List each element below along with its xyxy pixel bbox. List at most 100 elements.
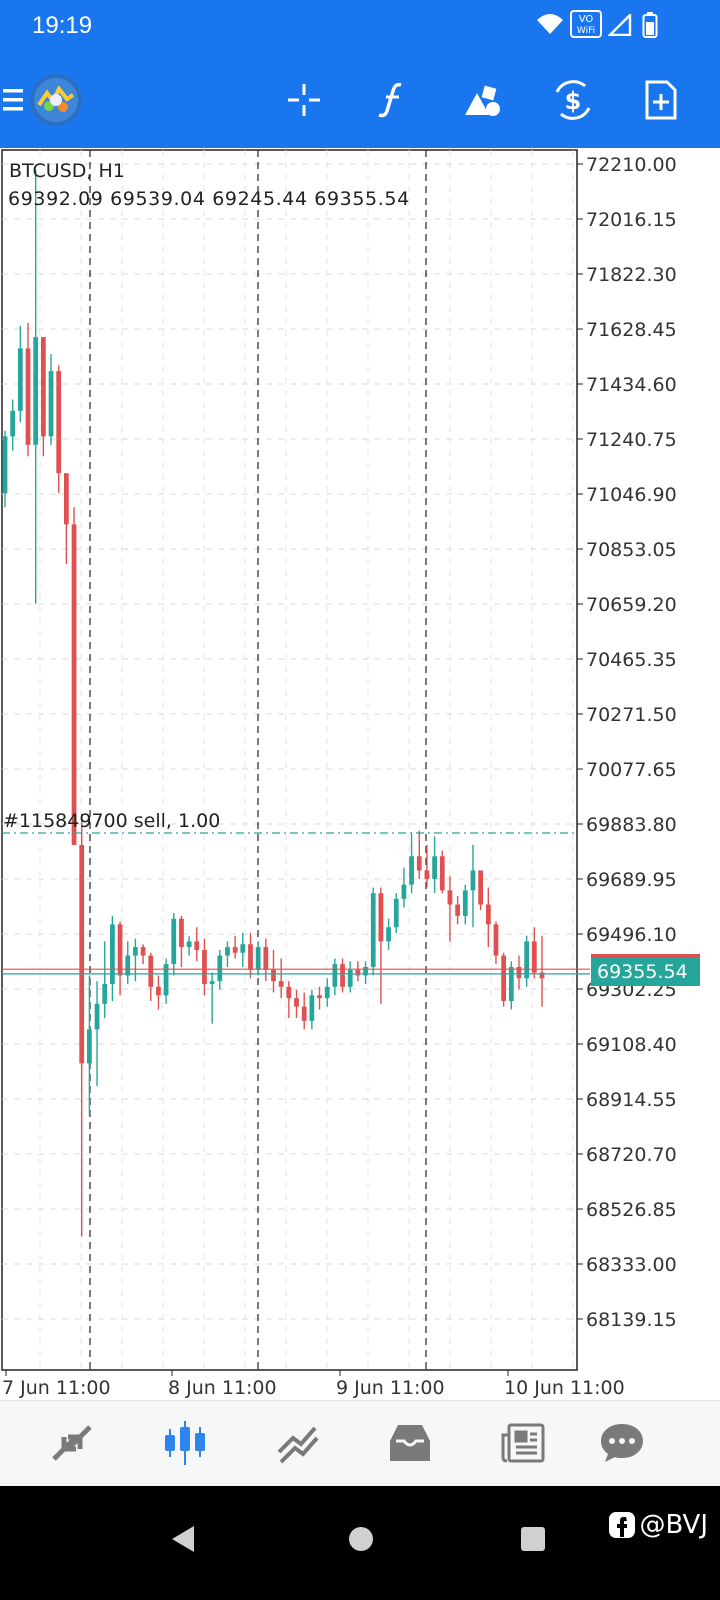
crosshair-icon[interactable] — [276, 72, 332, 128]
candle-body — [462, 890, 468, 916]
wifi-icon — [536, 12, 564, 41]
candle-body — [71, 524, 77, 845]
watermark: @BVJ — [608, 1510, 708, 1540]
candle-body — [324, 986, 330, 999]
candle-body — [286, 986, 292, 999]
back-icon[interactable] — [170, 1524, 196, 1559]
svg-text:$: $ — [565, 87, 582, 115]
vowifi-text-top: VO — [579, 14, 594, 25]
status-bar: 19:19 VO WiFi — [0, 0, 720, 52]
candle-body — [248, 944, 253, 970]
candle-body — [102, 983, 108, 1004]
candle-body — [25, 348, 31, 445]
candle-body — [40, 337, 46, 437]
ask-price-badge — [591, 954, 700, 959]
cell-signal-icon — [607, 12, 632, 41]
quotes-icon[interactable] — [42, 1415, 102, 1471]
candle-body — [63, 473, 69, 525]
chart-grid — [1, 149, 578, 1371]
time-tick-label: 8 Jun 11:00 — [168, 1377, 277, 1399]
candle-body — [133, 947, 138, 956]
price-tick-label: 68914.55 — [586, 1089, 677, 1111]
price-tick-label: 70077.65 — [586, 759, 677, 781]
recents-icon[interactable] — [519, 1524, 547, 1559]
messages-icon[interactable] — [592, 1415, 652, 1471]
price-tick-label: 69496.10 — [586, 924, 677, 946]
ohlc-values: 69392.09 69539.04 69245.44 69355.54 — [8, 188, 410, 210]
candle-body — [17, 348, 23, 411]
candle-body — [87, 1029, 92, 1064]
chart-icon[interactable] — [155, 1415, 215, 1471]
candle-body — [194, 941, 200, 950]
price-axis: 72210.00 72016.15 71822.30 71628.45 71434.60… — [577, 154, 677, 1331]
home-icon[interactable] — [347, 1524, 375, 1559]
history-icon[interactable] — [380, 1415, 440, 1471]
candle-body — [378, 893, 384, 942]
bottom-navigation — [0, 1400, 720, 1486]
time-tick-label: 7 Jun 11:00 — [2, 1377, 111, 1399]
candle-body — [263, 947, 269, 970]
price-tick-label: 69883.80 — [586, 814, 677, 836]
time-axis: 7 Jun 11:00 8 Jun 11:00 9 Jun 11:00 10 Jun … — [2, 1370, 625, 1399]
vowifi-icon: VO WiFi — [570, 10, 602, 43]
timeframe-icon[interactable]: $ — [545, 72, 601, 128]
candle-body — [171, 918, 177, 965]
menu-icon[interactable] — [0, 72, 46, 128]
candle-body — [386, 927, 391, 942]
candle-body — [493, 924, 499, 956]
facebook-icon — [608, 1512, 635, 1538]
candle-body — [110, 924, 115, 984]
chart-area[interactable]: 72210.00 72016.15 71822.30 71628.45 71434.60… — [0, 148, 720, 1400]
order-line-label[interactable]: #115849700 sell, 1.00 — [3, 810, 221, 832]
time-tick-label: 9 Jun 11:00 — [336, 1377, 445, 1399]
candle-body — [340, 964, 345, 987]
candle-body — [2, 436, 8, 494]
new-order-icon[interactable] — [633, 72, 689, 128]
candle-body — [332, 964, 338, 987]
chart-canvas[interactable]: 72210.00 72016.15 71822.30 71628.45 71434.60… — [0, 148, 720, 1400]
candle-body — [140, 947, 146, 956]
candle-body — [516, 966, 522, 979]
candle-body — [309, 995, 315, 1021]
price-tick-label: 68333.00 — [586, 1254, 677, 1276]
indicators-icon[interactable] — [364, 72, 420, 128]
candle-body — [317, 995, 322, 999]
candle-body — [148, 955, 154, 987]
app-logo[interactable] — [28, 72, 84, 128]
candle-body — [240, 944, 246, 953]
candle-body — [186, 941, 192, 948]
candle-body — [347, 969, 353, 987]
candle-body — [278, 981, 284, 987]
price-tick-label: 72016.15 — [586, 209, 677, 231]
candle-body — [401, 884, 407, 899]
price-tick-label: 70271.50 — [586, 704, 677, 726]
price-tick-label: 70853.05 — [586, 539, 677, 561]
candle-body — [10, 410, 16, 437]
price-tick-label: 71240.75 — [586, 429, 677, 451]
vowifi-text-bottom: WiFi — [577, 26, 595, 36]
candle-body — [524, 941, 530, 979]
candle-body — [409, 856, 414, 885]
candle-body — [209, 981, 215, 984]
price-lines — [2, 832, 590, 975]
symbol-timeframe: BTCUSD, H1 — [9, 160, 125, 182]
candle-body — [508, 966, 514, 1001]
candle-body — [33, 337, 39, 445]
price-tick-label: 68526.85 — [586, 1199, 677, 1221]
price-tick-label: 69108.40 — [586, 1034, 677, 1056]
news-icon[interactable] — [493, 1415, 553, 1471]
candle-body — [48, 371, 54, 437]
trade-icon[interactable] — [268, 1415, 328, 1471]
candle-body — [156, 986, 161, 996]
candle-body — [294, 998, 299, 1007]
candle-body — [79, 844, 85, 1064]
candle-body — [125, 955, 131, 976]
candle-body — [531, 941, 537, 973]
candle-body — [117, 924, 123, 976]
candles — [2, 169, 545, 1237]
candle-body — [56, 371, 62, 474]
candle-body — [393, 898, 399, 928]
candle-body — [94, 1003, 100, 1030]
objects-icon[interactable] — [455, 72, 511, 128]
candle-body — [455, 904, 460, 916]
